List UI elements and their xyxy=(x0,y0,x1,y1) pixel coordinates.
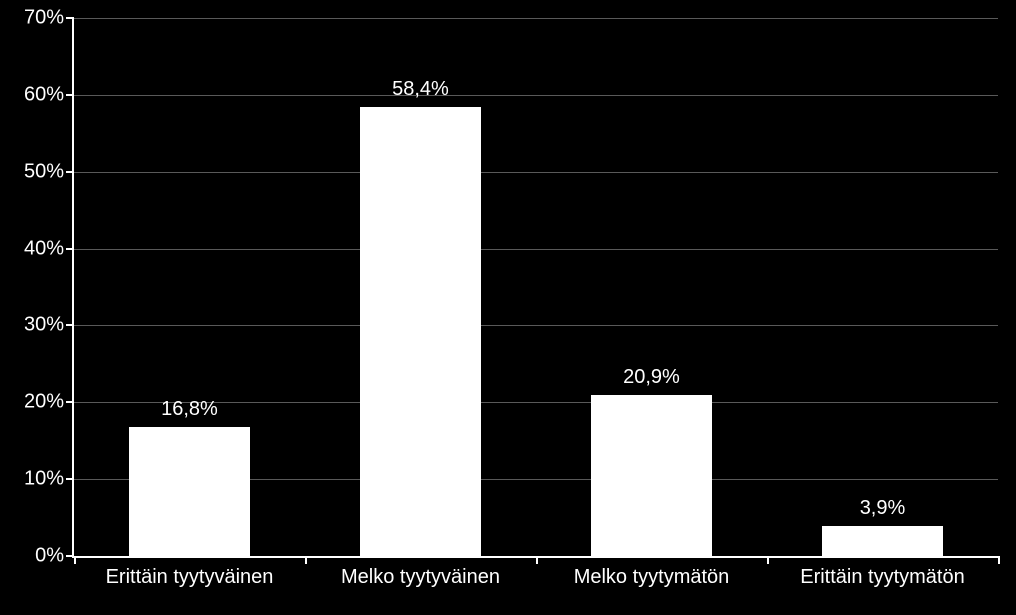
x-category-label: Erittäin tyytymätön xyxy=(767,556,998,589)
bar-value-label: 3,9% xyxy=(822,497,942,526)
y-tick-label: 70% xyxy=(24,7,74,30)
bar: 58,4% xyxy=(360,107,480,556)
y-tick-label: 30% xyxy=(24,314,74,337)
y-tick-label: 50% xyxy=(24,160,74,183)
plot-area: 0%10%20%30%40%50%60%70%16,8%Erittäin tyy… xyxy=(72,18,998,558)
gridline xyxy=(74,249,998,250)
bar: 20,9% xyxy=(591,395,711,556)
x-category-label: Melko tyytymätön xyxy=(536,556,767,589)
bar-value-label: 58,4% xyxy=(360,78,480,107)
y-tick-label: 40% xyxy=(24,237,74,260)
bar: 3,9% xyxy=(822,526,942,556)
bar: 16,8% xyxy=(129,427,249,556)
y-tick-label: 60% xyxy=(24,83,74,106)
y-tick-label: 10% xyxy=(24,468,74,491)
x-tick-mark xyxy=(74,556,76,564)
gridline xyxy=(74,172,998,173)
gridline xyxy=(74,325,998,326)
y-tick-label: 20% xyxy=(24,391,74,414)
gridline xyxy=(74,18,998,19)
y-tick-label: 0% xyxy=(35,545,74,568)
bar-value-label: 20,9% xyxy=(591,366,711,395)
bar-value-label: 16,8% xyxy=(129,398,249,427)
x-tick-mark xyxy=(998,556,1000,564)
x-category-label: Erittäin tyytyväinen xyxy=(74,556,305,589)
bar-chart: 0%10%20%30%40%50%60%70%16,8%Erittäin tyy… xyxy=(0,0,1016,615)
x-category-label: Melko tyytyväinen xyxy=(305,556,536,589)
gridline xyxy=(74,95,998,96)
